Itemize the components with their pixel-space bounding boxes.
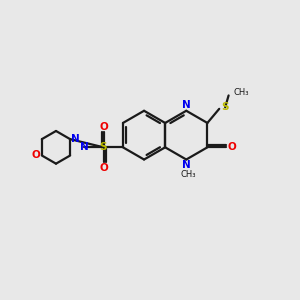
Text: N: N	[80, 142, 89, 152]
Text: CH₃: CH₃	[180, 170, 196, 179]
Text: N: N	[182, 100, 190, 110]
Text: N: N	[182, 160, 190, 170]
Text: O: O	[227, 142, 236, 152]
Text: S: S	[100, 142, 107, 152]
Text: S: S	[221, 102, 229, 112]
Text: O: O	[99, 163, 108, 173]
Text: CH₃: CH₃	[233, 88, 249, 97]
Text: N: N	[71, 134, 80, 144]
Text: O: O	[32, 151, 40, 160]
Text: O: O	[99, 122, 108, 131]
